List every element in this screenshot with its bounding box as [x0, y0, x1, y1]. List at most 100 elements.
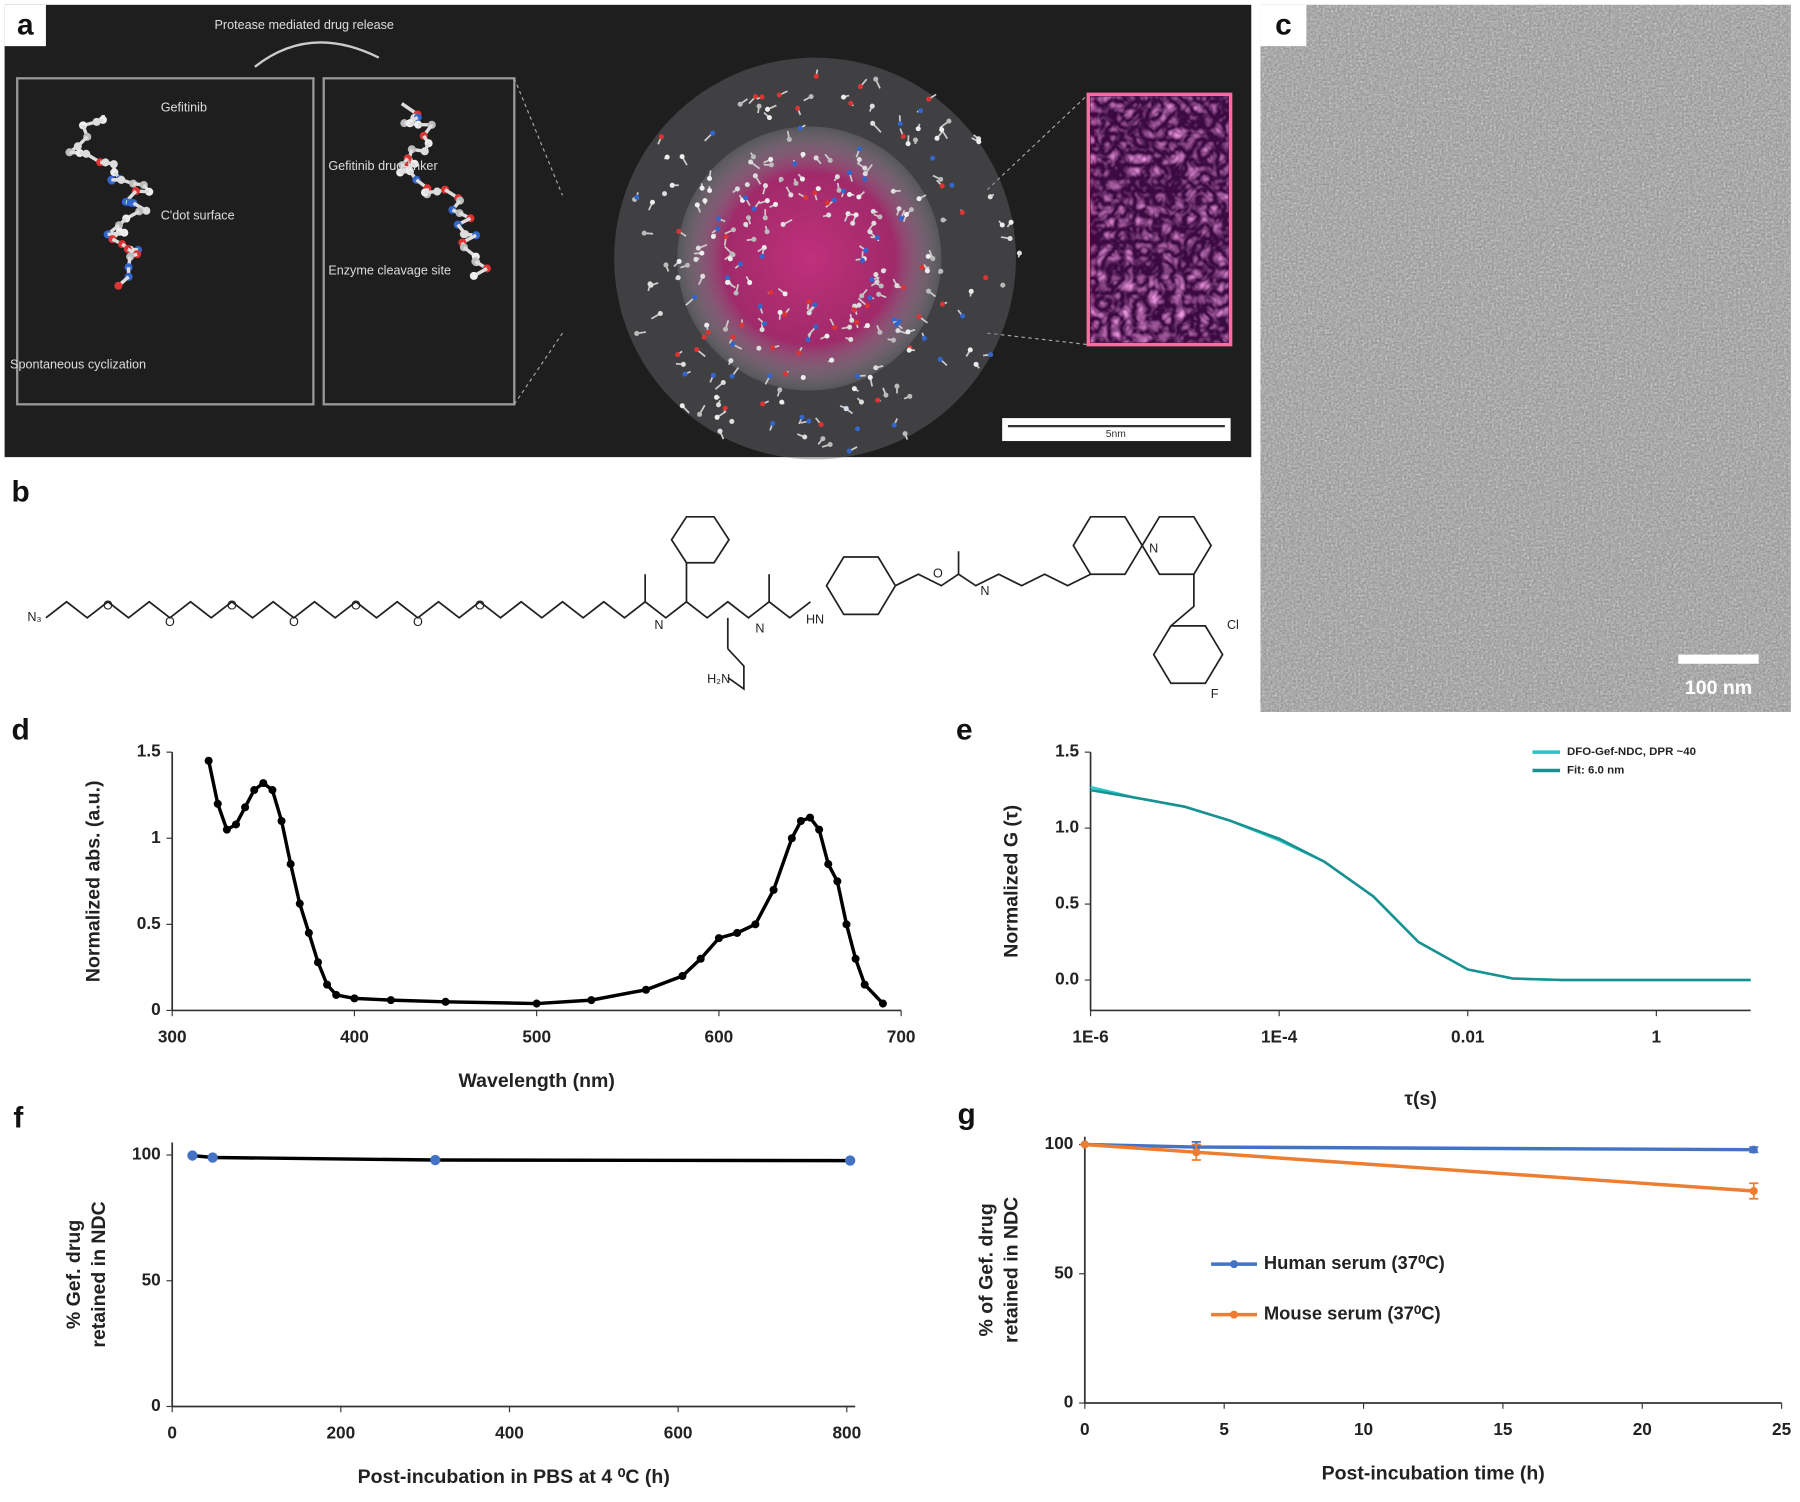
- series-line: [1090, 785, 1751, 982]
- legend-label: DFO-Gef-NDC, DPR ~40: [1567, 746, 1696, 758]
- atom: [800, 374, 806, 381]
- atom: [829, 357, 835, 363]
- atom: [856, 194, 862, 200]
- atom: [700, 273, 706, 279]
- atom: [743, 221, 749, 227]
- x-tick-label: 1E-4: [1261, 1027, 1298, 1047]
- atom-label: O: [351, 599, 361, 613]
- atom: [908, 207, 914, 213]
- atom-label: O: [413, 615, 423, 629]
- atom: [751, 206, 757, 212]
- marker: [268, 786, 277, 795]
- atom: [753, 94, 759, 100]
- atom: [812, 190, 818, 196]
- marker: [587, 996, 596, 1005]
- atom: [751, 236, 757, 242]
- atom: [669, 182, 675, 188]
- atom: [762, 183, 769, 189]
- atom: [891, 422, 897, 428]
- atom: [818, 422, 824, 428]
- atom: [694, 202, 700, 208]
- atom: [737, 101, 743, 107]
- marker: [213, 799, 222, 808]
- atom: [854, 426, 861, 432]
- atom: [765, 106, 771, 112]
- atom: [1016, 250, 1022, 256]
- atom: [898, 215, 904, 221]
- atom: [779, 399, 785, 405]
- x-tick-label: 5: [1219, 1419, 1229, 1439]
- inset-box: [322, 77, 516, 406]
- atom: [692, 294, 698, 300]
- atom: [684, 262, 690, 268]
- atom: [803, 195, 809, 201]
- x-tick-label: 200: [326, 1423, 355, 1443]
- atom: [723, 326, 729, 332]
- atom: [890, 337, 896, 343]
- atom: [859, 293, 865, 299]
- atom: [940, 217, 946, 223]
- atom: [733, 290, 739, 296]
- series-line: [1084, 1142, 1754, 1193]
- atom: [870, 208, 876, 214]
- atom: [848, 336, 854, 343]
- atom: [894, 283, 900, 289]
- atom: [734, 186, 740, 192]
- atom: [836, 187, 842, 193]
- atom: [710, 130, 716, 136]
- atom-label: O: [289, 615, 299, 629]
- x-tick-label: 15: [1493, 1419, 1513, 1439]
- atom: [702, 198, 708, 204]
- atom-label: O: [227, 599, 237, 613]
- marker: [696, 954, 705, 963]
- atom-label: O: [165, 615, 175, 629]
- molecule-label: Enzyme cleavage site: [328, 263, 451, 277]
- atom: [939, 127, 945, 133]
- marker: [313, 958, 323, 967]
- series-line: [1084, 1142, 1754, 1152]
- legend-label: Human serum (37⁰C): [1264, 1252, 1445, 1273]
- atom: [766, 115, 772, 121]
- atom: [874, 235, 880, 241]
- marker: [815, 825, 824, 834]
- atom: [792, 161, 798, 167]
- atom: [873, 76, 879, 82]
- atom: [917, 108, 924, 114]
- marker: [441, 997, 450, 1006]
- atom: [895, 328, 901, 334]
- scale-bar: [1678, 654, 1759, 664]
- atom: [759, 94, 765, 100]
- atom: [876, 291, 882, 297]
- marker: [532, 999, 541, 1008]
- atom: [707, 187, 713, 194]
- atom: [877, 329, 883, 335]
- atom: [707, 175, 713, 182]
- atom: [857, 84, 863, 90]
- atom: [745, 215, 751, 221]
- atom: [812, 302, 818, 308]
- atom: [715, 226, 721, 232]
- y-axis-label: Normalized abs. (a.u.): [82, 781, 104, 983]
- atom: [773, 201, 779, 207]
- x-axis-label: Wavelength (nm): [458, 1070, 614, 1092]
- atom: [756, 345, 762, 351]
- x-axis-label: τ(s): [1404, 1088, 1437, 1110]
- x-tick-label: 400: [495, 1423, 524, 1443]
- arrow: [254, 41, 380, 68]
- marker: [769, 885, 778, 894]
- structure: [45, 515, 1224, 691]
- atom: [832, 324, 838, 330]
- atom: [857, 146, 863, 152]
- atom: [641, 230, 647, 236]
- x-tick-label: 300: [158, 1027, 187, 1047]
- atom: [728, 358, 734, 364]
- atom: [843, 406, 849, 412]
- atom: [946, 118, 952, 124]
- marker: [241, 803, 250, 812]
- molecule-label: C'dot surface: [161, 208, 235, 222]
- atom: [724, 275, 730, 281]
- atom: [676, 258, 682, 264]
- atom: [968, 288, 974, 294]
- atom: [878, 283, 884, 289]
- panel-label: a: [17, 9, 34, 42]
